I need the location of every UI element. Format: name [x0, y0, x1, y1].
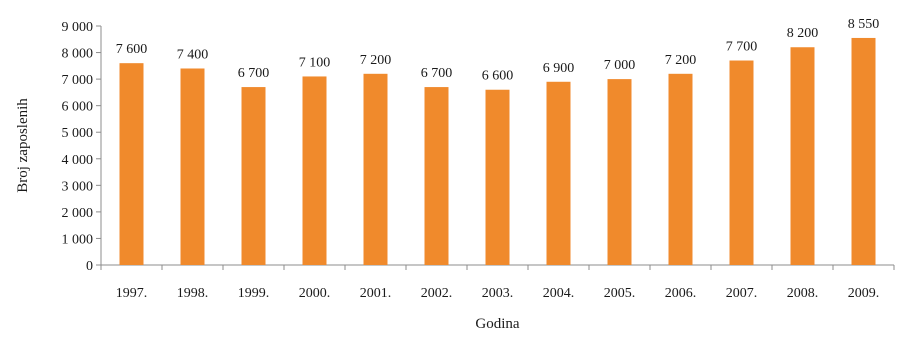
x-tick-label: 2001.: [360, 286, 392, 301]
bar-2006: [668, 73, 693, 265]
x-tick-label: 1998.: [177, 286, 209, 301]
y-axis-ticks: 0 1 000 2 000 3 000 4 000 5 000 6 000 7 000 8 00…: [62, 20, 101, 274]
x-tick-label: 1999.: [238, 286, 270, 301]
data-label: 7 200: [665, 53, 697, 68]
bar-2004: [546, 81, 571, 266]
y-tick-label: 6 000: [62, 100, 94, 115]
data-label: 6 600: [482, 69, 514, 84]
x-tick-label: 2008.: [787, 286, 819, 301]
bar-2002: [424, 87, 449, 265]
y-tick-label: 3 000: [62, 179, 94, 194]
x-axis-ticks: 1997. 1998. 1999. 2000. 2001. 2002. 2003. 2004.…: [100, 265, 895, 301]
bar-2003: [485, 89, 510, 265]
bar-2009: [851, 37, 876, 266]
bar-1997: [119, 63, 144, 265]
x-tick-label: 2004.: [543, 286, 575, 301]
x-tick-label: 2007.: [726, 286, 758, 301]
data-label: 6 900: [543, 61, 575, 76]
data-label: 6 700: [421, 66, 453, 81]
y-tick-label: 9 000: [62, 20, 94, 35]
y-axis-title: Broj zaposlenih: [15, 98, 31, 193]
data-label: 8 200: [787, 26, 819, 41]
x-tick-label: 2000.: [299, 286, 331, 301]
data-label: 7 600: [116, 42, 148, 57]
data-label: 6 700: [238, 66, 270, 81]
y-tick-label: 1 000: [62, 232, 94, 247]
x-tick-label: 2006.: [665, 286, 697, 301]
y-tick-label: 8 000: [62, 47, 94, 62]
bar-2000: [302, 76, 327, 265]
data-label: 7 000: [604, 58, 636, 73]
y-tick-label: 7 000: [62, 73, 94, 88]
bars-group: [119, 37, 876, 266]
data-label: 7 400: [177, 47, 209, 62]
x-tick-label: 2003.: [482, 286, 514, 301]
y-tick-label: 0: [86, 259, 93, 274]
data-label: 7 100: [299, 55, 331, 70]
y-tick-label: 2 000: [62, 206, 94, 221]
bar-2005: [607, 79, 632, 265]
bar-2007: [729, 60, 754, 266]
bar-2008: [790, 47, 815, 265]
x-tick-label: 2005.: [604, 286, 636, 301]
data-label: 8 550: [848, 17, 880, 32]
x-tick-label: 1997.: [116, 286, 148, 301]
bar-1998: [180, 68, 205, 265]
x-axis-title: Godina: [475, 316, 520, 332]
y-tick-label: 5 000: [62, 126, 94, 141]
data-label: 7 700: [726, 40, 758, 55]
x-tick-label: 2002.: [421, 286, 453, 301]
data-label: 7 200: [360, 53, 392, 68]
x-tick-label: 2009.: [848, 286, 880, 301]
bar-1999: [241, 87, 266, 265]
data-labels-group: 7 600 7 400 6 700 7 100 7 200 6 700 6 600 6 900…: [116, 17, 880, 84]
y-tick-label: 4 000: [62, 153, 94, 168]
bar-2001: [363, 73, 388, 265]
